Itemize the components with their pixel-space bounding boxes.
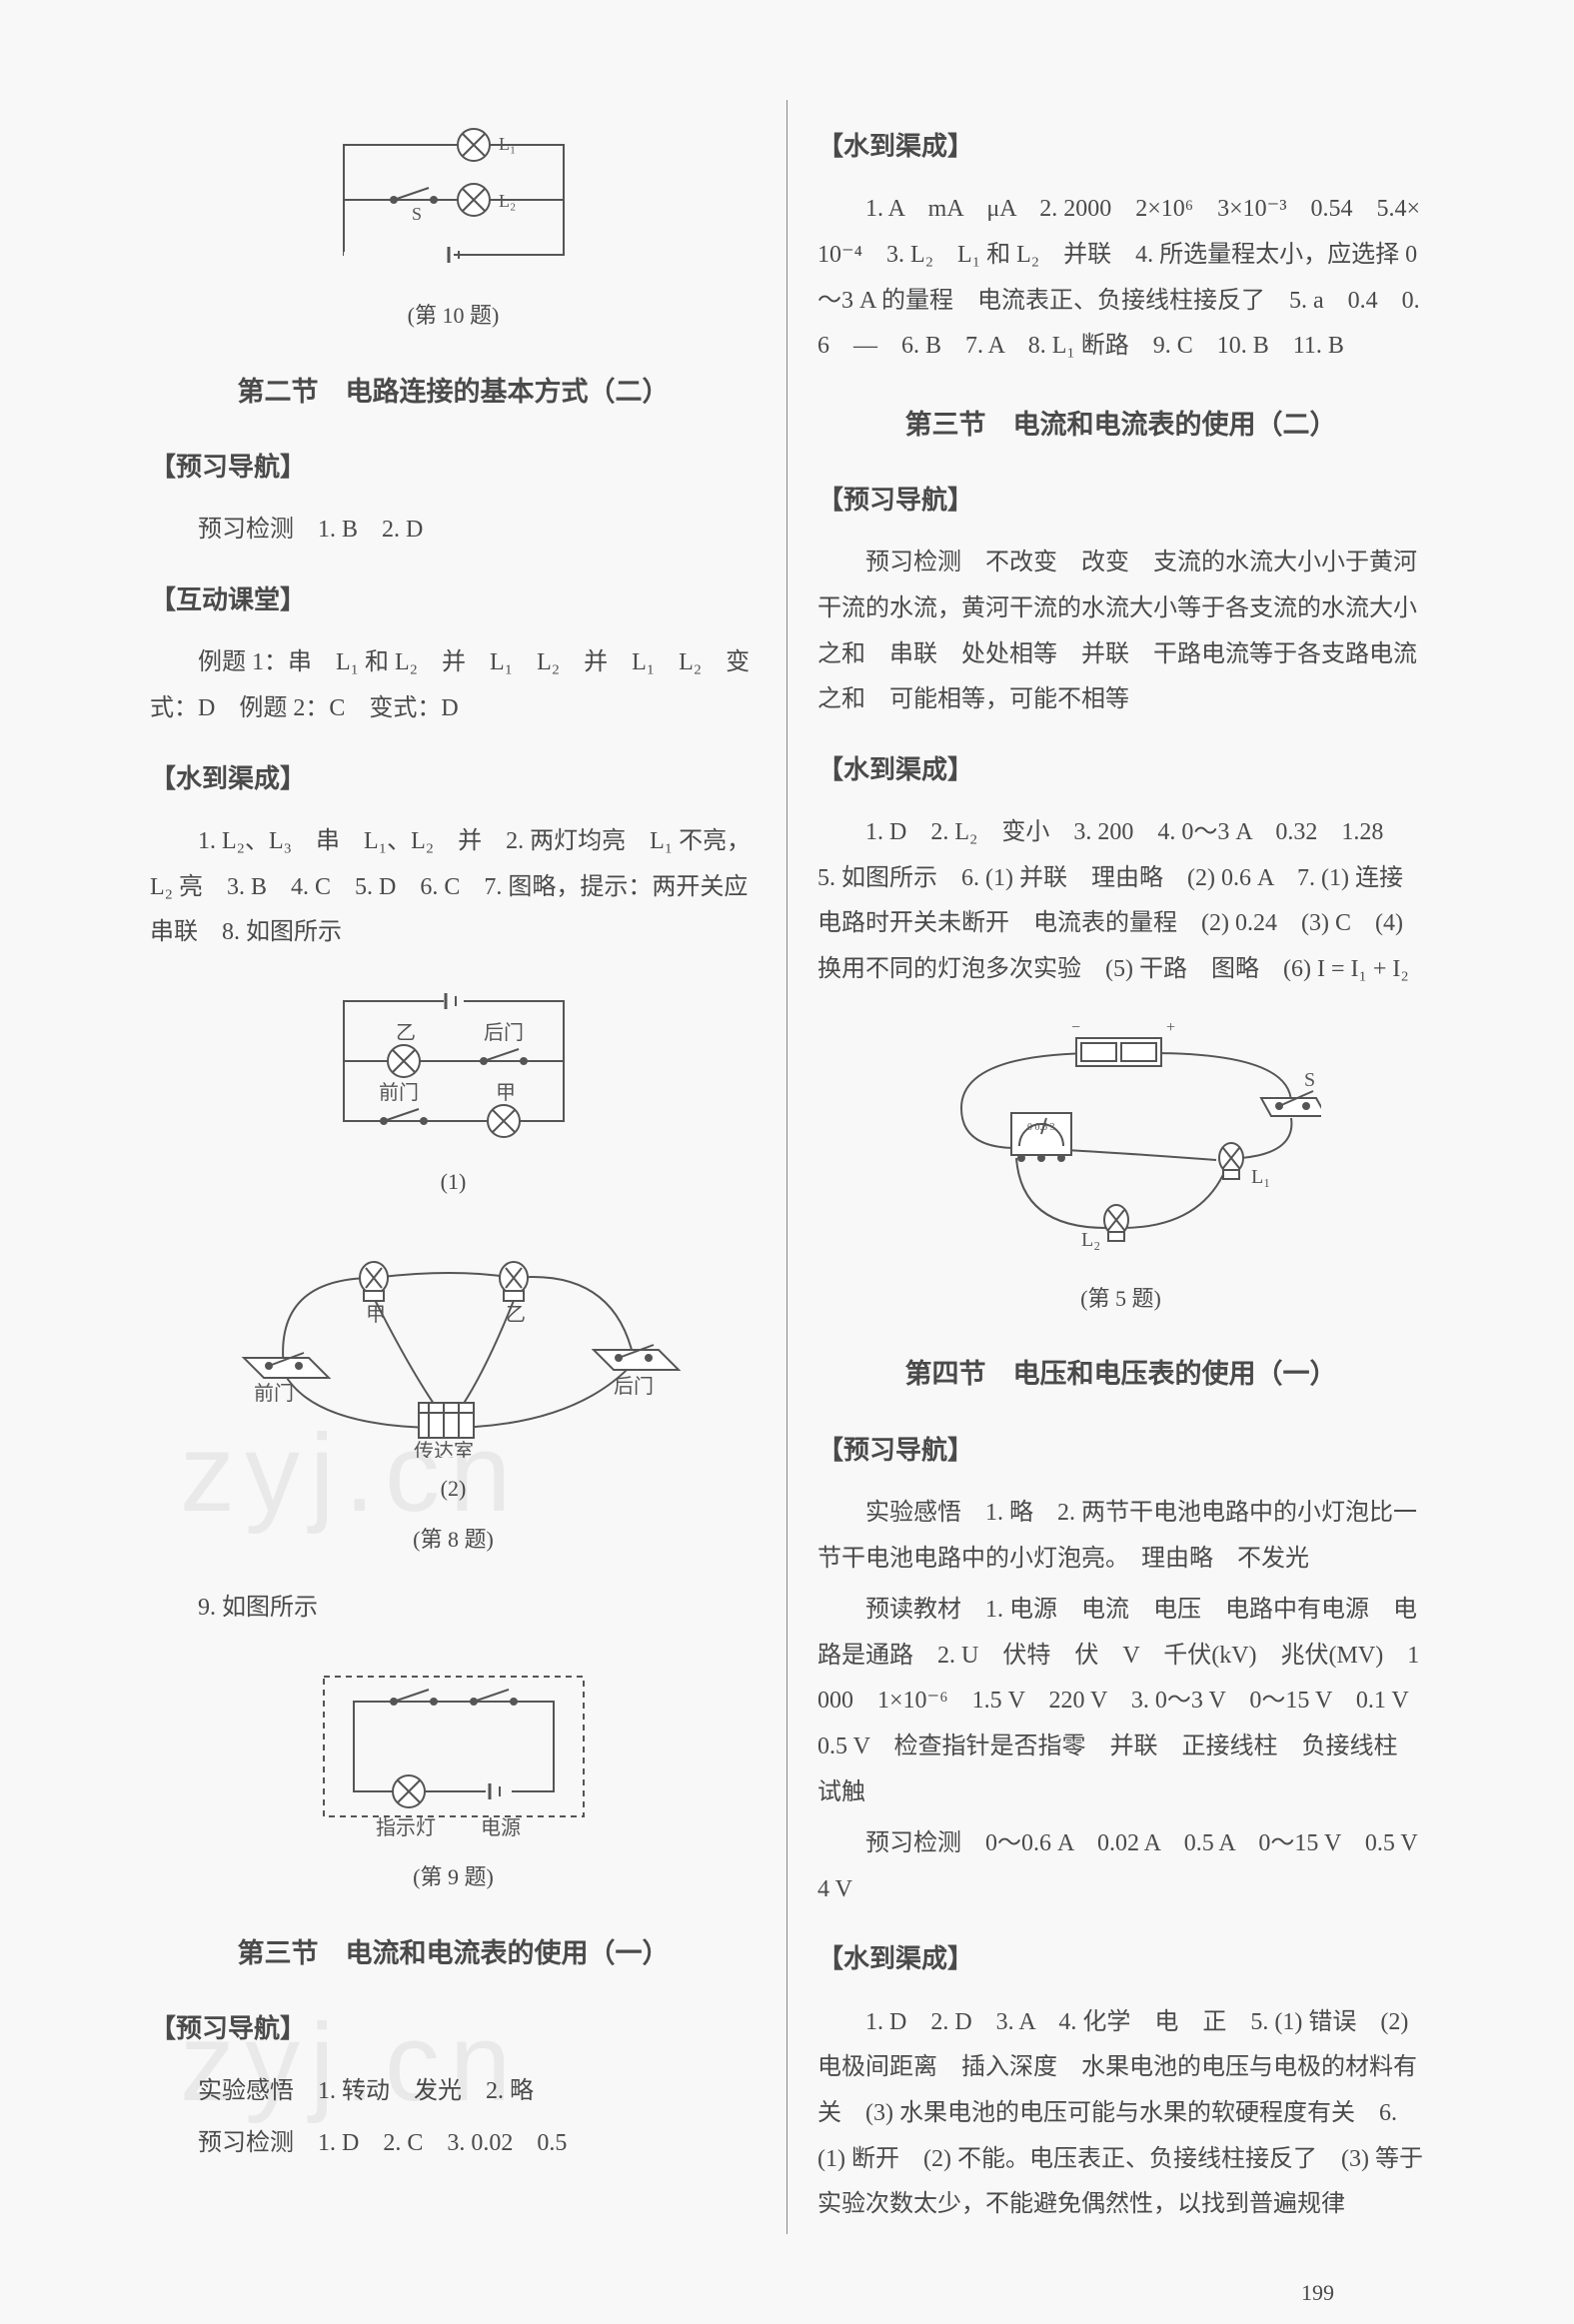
label-scale: 0 0.6 3 [1027, 1122, 1055, 1133]
label-qianmen-2: 前门 [254, 1382, 294, 1405]
label-l1: L₁ [499, 134, 516, 154]
label-l2-q5: L₂ [1081, 1229, 1100, 1251]
diagram-q9: 指示灯 电源 (第 9 题) [150, 1657, 757, 1898]
s3b-shuidao-line: 1. D 2. L₂ 变小 3. 200 4. 0～3 A 0.32 1.28 … [817, 810, 1424, 992]
diagram-q8-1: 乙 后门 前门 甲 (1) [150, 981, 757, 1203]
circuit-q9-svg: 指示灯 电源 [294, 1657, 614, 1846]
q8-1-caption: (1) [150, 1161, 757, 1203]
s3a-shuidao-title: 【水到渠成】 [817, 122, 1424, 171]
label-houmen-2: 后门 [614, 1375, 654, 1398]
label-l1-q5: L₁ [1251, 1166, 1270, 1188]
q9-caption: (第 9 题) [150, 1856, 757, 1898]
s2-hudong-line: 例题 1：串 L₁ 和 L₂ 并 L₁ L₂ 并 L₁ L₂ 变式：D 例题 2… [150, 640, 757, 731]
s3a-line1: 实验感悟 1. 转动 发光 2. 略 [150, 2069, 757, 2115]
label-chuandashi: 传达室 [414, 1440, 474, 1458]
s2-hudong-title: 【互动课堂】 [150, 576, 757, 624]
label-s: S [412, 204, 422, 224]
label-yi: 乙 [396, 1022, 416, 1044]
q10-caption: (第 10 题) [150, 295, 757, 337]
label-l2: L₂ [499, 191, 516, 211]
page-container: zyj.cn zyj.cn [120, 100, 1454, 2234]
right-column: 【水到渠成】 1. A mA μA 2. 2000 2×10⁶ 3×10⁻³ 0… [787, 100, 1454, 2234]
s4-line2: 预读教材 1. 电源 电流 电压 电路中有电源 电路是通路 2. U 伏特 伏 … [817, 1588, 1424, 1815]
label-houmen-1: 后门 [484, 1021, 524, 1044]
s2-yuxi-title: 【预习导航】 [150, 443, 757, 492]
label-zhishi: 指示灯 [376, 1816, 436, 1839]
s2-q9-line: 9. 如图所示 [150, 1586, 757, 1632]
label-qianmen-1: 前门 [379, 1081, 419, 1104]
circuit-q5-svg: − + S L₁ L₂ 0 0.6 3 [921, 1018, 1321, 1268]
label-dianyuan: 电源 [481, 1816, 521, 1839]
label-yi-2: 乙 [506, 1304, 526, 1326]
circuit-q8-1-svg: 乙 后门 前门 甲 [314, 981, 594, 1151]
label-s-q5: S [1304, 1069, 1315, 1091]
s2-yuxi-line: 预习检测 1. B 2. D [150, 508, 757, 554]
diagram-q8-2: 甲 乙 前门 后门 传达室 (2) (第 8 题) [150, 1228, 757, 1562]
label-jia-2: 甲 [366, 1304, 386, 1326]
s3b-shuidao-title: 【水到渠成】 [817, 745, 1424, 794]
page-number: 199 [1301, 2272, 1334, 2314]
s3b-yuxi-line: 预习检测 不改变 改变 支流的水流大小小于黄河干流的水流，黄河干流的水流大小等于… [817, 541, 1424, 722]
diagram-q5: − + S L₁ L₂ 0 0.6 3 (第 5 题) [817, 1018, 1424, 1320]
q8-main-caption: (第 8 题) [150, 1519, 757, 1561]
q8-2a-caption: (2) [150, 1468, 757, 1510]
circuit-q10-svg: S L₁ L₂ [304, 125, 604, 285]
s4-shuidao-title: 【水到渠成】 [817, 1934, 1424, 1983]
left-column: S L₁ L₂ (第 10 题) 第二节 电路连接的基本方式（二） 【预习导航】… [120, 100, 787, 2234]
s2-shuidao-title: 【水到渠成】 [150, 754, 757, 803]
section3b-title: 第三节 电流和电流表的使用（二） [817, 400, 1424, 451]
s3a-line2: 预习检测 1. D 2. C 3. 0.02 0.5 [150, 2121, 757, 2167]
s3b-yuxi-title: 【预习导航】 [817, 476, 1424, 525]
s3a-yuxi-title: 【预习导航】 [150, 2004, 757, 2053]
label-plus: + [1166, 1019, 1175, 1036]
diagram-q10: S L₁ L₂ (第 10 题) [150, 125, 757, 337]
section4-title: 第四节 电压和电压表的使用（一） [817, 1349, 1424, 1400]
circuit-q8-2-svg: 甲 乙 前门 后门 传达室 [214, 1228, 694, 1458]
label-minus: − [1071, 1019, 1080, 1036]
s4-yuxi-title: 【预习导航】 [817, 1426, 1424, 1475]
s4-line3: 预习检测 0～0.6 A 0.02 A 0.5 A 0～15 V 0.5 V 4… [817, 1821, 1424, 1912]
s4-line1: 实验感悟 1. 略 2. 两节干电池电路中的小灯泡比一节干电池电路中的小灯泡亮。… [817, 1491, 1424, 1582]
section2-title: 第二节 电路连接的基本方式（二） [150, 367, 757, 418]
section3a-title: 第三节 电流和电流表的使用（一） [150, 1928, 757, 1979]
s2-shuidao-line1: 1. L₂、L₃ 串 L₁、L₂ 并 2. 两灯均亮 L₁ 不亮，L₂ 亮 3.… [150, 819, 757, 956]
s3a-shuidao-line: 1. A mA μA 2. 2000 2×10⁶ 3×10⁻³ 0.54 5.4… [817, 187, 1424, 369]
label-jia: 甲 [496, 1082, 516, 1104]
s4-shuidao-line: 1. D 2. D 3. A 4. 化学 电 正 5. (1) 错误 (2) 电… [817, 2000, 1424, 2228]
q5-caption: (第 5 题) [817, 1278, 1424, 1320]
